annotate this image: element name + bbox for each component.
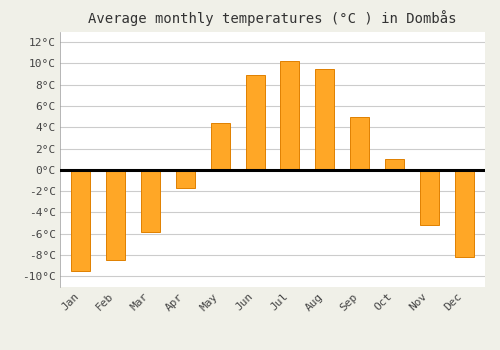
Bar <box>385 159 404 170</box>
Bar <box>106 170 126 260</box>
Title: Average monthly temperatures (°C ) in Dombås: Average monthly temperatures (°C ) in Do… <box>88 10 457 26</box>
Bar <box>176 170 195 188</box>
Bar <box>350 117 369 170</box>
Bar <box>246 75 264 170</box>
Bar <box>141 170 160 232</box>
Bar <box>315 69 334 170</box>
Bar <box>454 170 473 257</box>
Bar <box>280 61 299 170</box>
Bar <box>420 170 439 225</box>
Bar <box>210 123 230 170</box>
Bar <box>72 170 90 271</box>
